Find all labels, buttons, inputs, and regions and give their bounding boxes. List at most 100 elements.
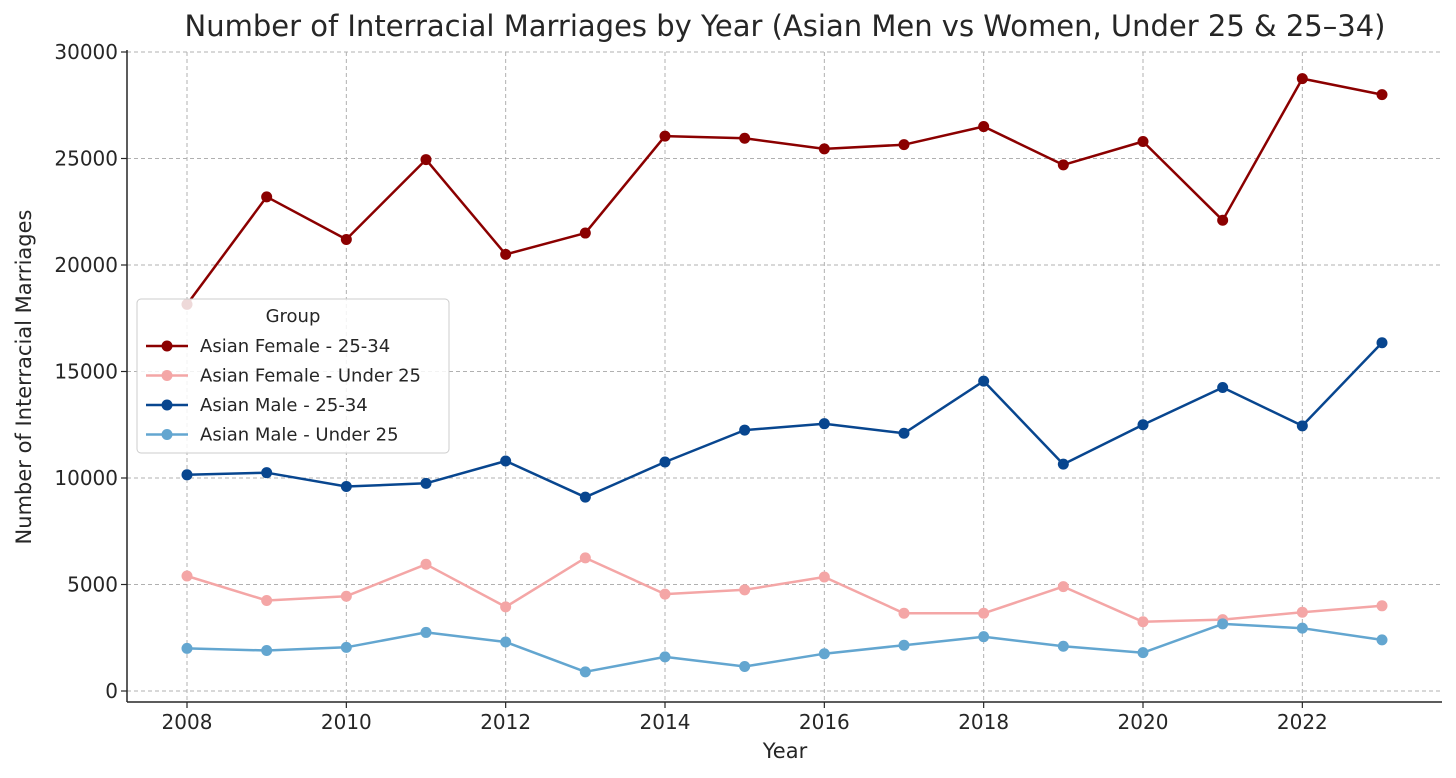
data-point <box>659 651 671 663</box>
x-tick-label: 2018 <box>958 710 1009 734</box>
series-line <box>185 77 1383 306</box>
data-point <box>978 607 990 619</box>
y-tick-label: 25000 <box>54 147 118 171</box>
legend-box <box>136 298 450 454</box>
data-point <box>1296 622 1308 634</box>
legend-swatch-marker <box>161 370 173 381</box>
data-point <box>1296 420 1308 432</box>
data-point <box>181 469 193 481</box>
data-point <box>818 418 830 430</box>
x-tick-label: 2014 <box>640 710 691 734</box>
series-layer <box>181 73 1388 678</box>
data-point <box>1137 419 1149 431</box>
data-point <box>818 648 830 660</box>
data-point <box>978 375 990 387</box>
data-point <box>818 571 830 583</box>
y-tick-label: 15000 <box>54 360 118 384</box>
data-point <box>898 607 910 619</box>
legend-title: Group <box>266 306 321 327</box>
series-1 <box>181 552 1388 628</box>
x-tick-label: 2020 <box>1118 710 1169 734</box>
x-tick-label: 2008 <box>162 710 213 734</box>
data-point <box>261 467 273 479</box>
series-line <box>186 622 1383 674</box>
data-point <box>1217 381 1229 393</box>
series-line <box>186 556 1383 624</box>
y-tick-label: 5000 <box>67 573 118 597</box>
data-point <box>420 558 432 570</box>
data-point <box>898 139 910 151</box>
data-point <box>340 481 352 493</box>
data-point <box>579 552 591 564</box>
data-point <box>1057 581 1069 593</box>
data-point <box>739 132 751 144</box>
data-point <box>261 645 273 657</box>
data-point <box>898 427 910 439</box>
data-point <box>1376 600 1388 612</box>
data-point <box>978 631 990 643</box>
legend-swatch-marker <box>161 399 173 411</box>
data-point <box>659 588 671 600</box>
data-point <box>340 233 352 245</box>
x-tick-label: 2016 <box>799 710 850 734</box>
y-axis-label: Number of Interracial Marriages <box>12 210 36 545</box>
data-point <box>739 661 751 673</box>
data-point <box>1137 647 1149 659</box>
legend-label: Asian Female - Under 25 <box>200 366 421 387</box>
legend: Group Asian Female - 25-34 Asian Female -… <box>136 298 450 454</box>
data-point <box>739 424 751 436</box>
chart-title: Number of Interracial Marriages by Year … <box>185 9 1386 43</box>
series-line <box>186 341 1383 499</box>
legend-item: Asian Female - 25-34 <box>146 336 390 357</box>
series-2 <box>181 337 1388 503</box>
data-point <box>659 456 671 468</box>
legend-item: Asian Female - Under 25 <box>146 366 421 387</box>
data-point <box>261 594 273 606</box>
data-point <box>500 455 512 467</box>
data-point <box>1217 214 1229 226</box>
legend-label: Asian Male - 25-34 <box>200 395 368 416</box>
legend-item: Asian Male - Under 25 <box>146 425 399 446</box>
legend-item: Asian Male - 25-34 <box>146 395 368 416</box>
data-point <box>420 626 432 638</box>
data-point <box>579 666 591 678</box>
axes: 2008 2010 2012 2014 2016 2018 2020 2022 0 5000 100… <box>54 40 1442 734</box>
legend-swatch-marker <box>161 340 173 352</box>
legend-label: Asian Male - Under 25 <box>200 425 399 446</box>
legend-swatch-marker <box>161 429 173 440</box>
x-tick-label: 2022 <box>1277 710 1328 734</box>
data-point <box>1137 616 1149 628</box>
data-point <box>1376 634 1388 646</box>
data-point <box>181 642 193 654</box>
data-point <box>500 601 512 613</box>
data-point <box>1376 337 1388 349</box>
data-point <box>1057 458 1069 470</box>
data-point <box>340 590 352 602</box>
series-3 <box>181 618 1388 678</box>
data-point <box>340 641 352 653</box>
data-point <box>978 121 990 133</box>
legend-label: Asian Female - 25-34 <box>200 336 390 357</box>
data-point <box>659 130 671 142</box>
data-point <box>420 154 432 166</box>
data-point <box>898 639 910 651</box>
data-point <box>579 227 591 239</box>
y-tick-label: 20000 <box>54 253 118 277</box>
data-point <box>1137 135 1149 147</box>
data-point <box>1376 89 1388 101</box>
data-point <box>181 570 193 582</box>
data-point <box>261 191 273 203</box>
data-point <box>818 143 830 155</box>
x-tick-label: 2012 <box>480 710 531 734</box>
x-axis-label: Year <box>762 739 808 763</box>
data-point <box>500 636 512 648</box>
data-point <box>1296 606 1308 618</box>
x-tick-label: 2010 <box>321 710 372 734</box>
data-point <box>579 491 591 503</box>
y-tick-label: 0 <box>105 679 118 703</box>
y-tick-label: 30000 <box>54 40 118 64</box>
data-point <box>739 584 751 596</box>
y-tick-label: 10000 <box>54 466 118 490</box>
